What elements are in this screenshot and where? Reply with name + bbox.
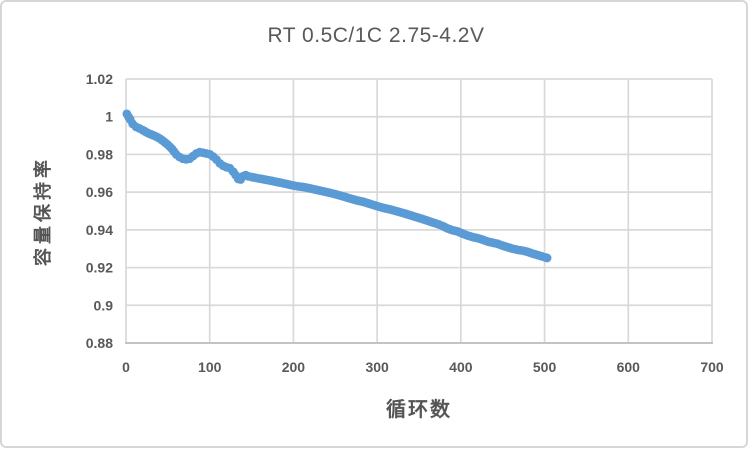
- chart-title: RT 0.5C/1C 2.75-4.2V: [267, 24, 485, 47]
- y-tick-label: 1: [105, 109, 113, 125]
- y-tick-label: 0.9: [94, 297, 114, 313]
- y-tick-label: 0.92: [86, 260, 113, 276]
- y-tick-label: 1.02: [86, 71, 113, 87]
- y-tick-label: 0.98: [86, 146, 113, 162]
- x-tick-label: 700: [700, 359, 724, 375]
- x-tick-label: 500: [533, 359, 557, 375]
- x-axis-title: 循环数: [386, 399, 452, 421]
- data-point: [542, 253, 552, 263]
- x-tick-label: 200: [282, 359, 306, 375]
- x-tick-label: 0: [122, 359, 130, 375]
- x-tick-label: 100: [198, 359, 222, 375]
- x-tick-label: 400: [449, 359, 473, 375]
- y-axis-title: 容量保持率: [33, 156, 53, 266]
- x-tick-label: 600: [617, 359, 641, 375]
- x-tick-label: 300: [365, 359, 389, 375]
- y-tick-label: 0.94: [86, 222, 113, 238]
- y-tick-label: 0.88: [86, 335, 113, 351]
- y-tick-label: 0.96: [86, 184, 113, 200]
